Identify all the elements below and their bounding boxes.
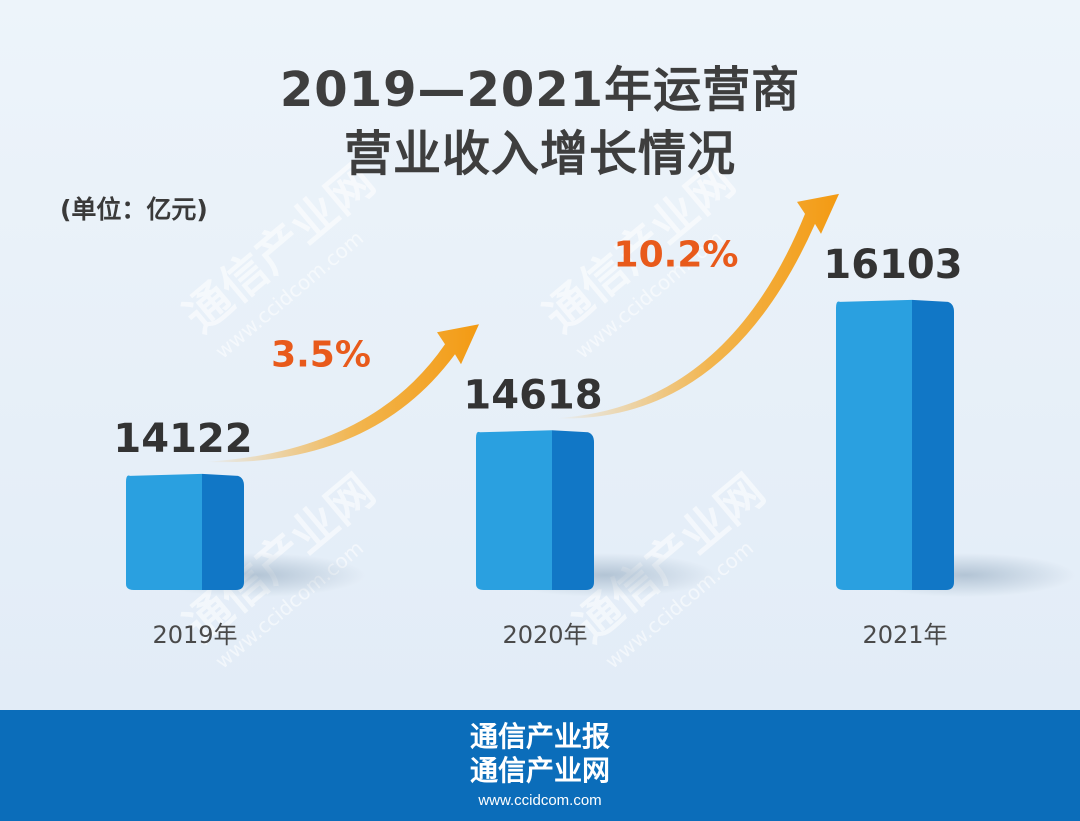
growth-rate-label: 3.5% [271, 334, 371, 375]
chart-title: 2019—2021年运营商 [279, 62, 801, 118]
bar-side [552, 430, 594, 590]
footer-banner: 通信产业报 通信产业网 www.ccidcom.com [0, 710, 1080, 821]
unit-label: (单位：亿元) [60, 195, 208, 224]
infographic-canvas: 通信产业网 www.ccidcom.com 通信产业网 www.ccidcom.co… [0, 0, 1080, 710]
bar-side [202, 473, 244, 590]
footer-brand-newspaper: 通信产业报 [469, 720, 610, 753]
data-label: 16103 [823, 242, 962, 288]
x-tick-label: 2020年 [502, 621, 587, 649]
x-tick-label: 2019年 [152, 621, 237, 649]
bar-front [476, 430, 552, 590]
footer-url: www.ccidcom.com [478, 792, 602, 809]
bar-front [126, 473, 202, 590]
growth-arrow [205, 324, 479, 463]
bar-chart: 14122 2019年 14618 2020年 16103 2021年 3.5% 10.2% [113, 193, 1075, 649]
chart-subtitle: 营业收入增长情况 [343, 126, 736, 182]
growth-arrow [555, 193, 839, 419]
x-tick-label: 2021年 [862, 621, 947, 649]
bar-side [912, 299, 954, 590]
data-label: 14618 [463, 372, 602, 418]
growth-rate-label: 10.2% [614, 234, 739, 275]
bar-front [836, 299, 912, 590]
footer-brand-website: 通信产业网 [469, 754, 610, 787]
data-label: 14122 [113, 416, 252, 462]
